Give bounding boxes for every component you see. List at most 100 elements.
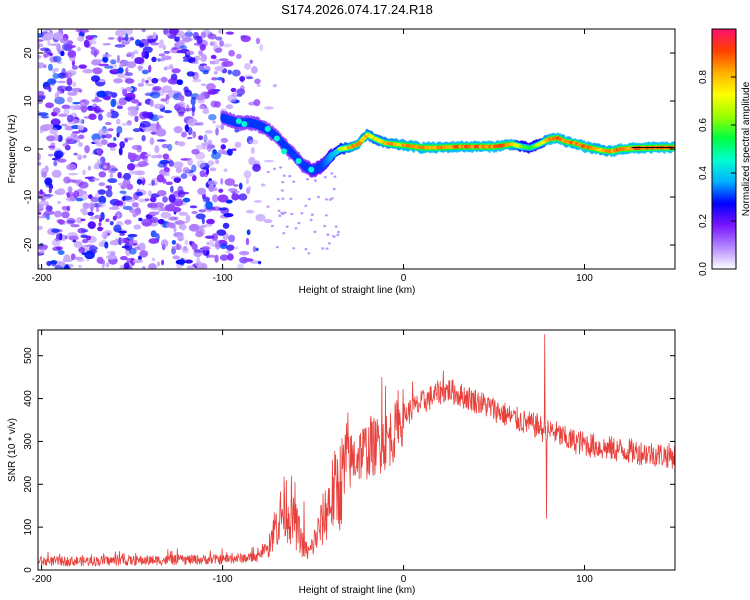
spectrogram-noise-blob xyxy=(248,185,252,190)
spectrogram-noise-blob xyxy=(157,162,166,168)
spectrogram-noise-blob xyxy=(100,139,108,145)
spectrogram-noise-blob xyxy=(61,205,68,211)
spectrogram-noise-blob xyxy=(228,234,236,243)
spectrogram-noise-blob xyxy=(191,210,198,215)
spectrogram-noise-blob xyxy=(168,29,179,35)
spectrogram-noise-blob xyxy=(255,213,266,222)
spectrogram-noise-blob xyxy=(162,178,167,184)
spectrogram-noise-blob xyxy=(182,59,190,62)
spectrogram-noise-blob xyxy=(328,198,332,201)
spectrogram-noise-blob xyxy=(128,239,134,246)
spectrogram-noise-blob xyxy=(304,204,308,207)
spectrogram-noise-blob xyxy=(109,59,117,65)
spectrogram-noise-blob xyxy=(67,186,73,193)
spectrogram-noise-blob xyxy=(201,245,211,251)
spectrogram-noise-blob xyxy=(181,247,190,254)
spectrogram-noise-blob xyxy=(215,243,221,250)
spectrogram-noise-blob xyxy=(153,202,165,209)
spectrogram-noise-blob xyxy=(313,179,317,182)
spectrogram-noise-blob xyxy=(177,40,185,47)
spectrogram-noise-blob xyxy=(151,257,156,261)
spectrogram-noise-blob xyxy=(191,174,197,182)
spectrogram-noise-blob xyxy=(43,29,52,32)
spectrogram-noise-blob xyxy=(98,217,103,223)
spectrogram-noise-blob xyxy=(191,104,196,113)
spectrogram-noise-blob xyxy=(91,98,103,103)
spectrogram-noise-blob xyxy=(165,181,173,186)
spectrogram-noise-blob xyxy=(68,172,79,176)
spectrogram-noise-blob xyxy=(149,91,161,99)
colorbar-tick-label: 0.6 xyxy=(698,118,709,132)
spectrogram-noise-blob xyxy=(199,43,206,51)
spectrogram-noise-blob xyxy=(43,64,47,69)
spectrogram-noise-blob xyxy=(141,69,149,75)
spectrogram-noise-blob xyxy=(256,83,261,87)
spectrogram-noise-blob xyxy=(126,257,136,264)
colorbar-tick-label: 0.4 xyxy=(698,166,709,180)
chart-title: S174.2026.074.17.24.R18 xyxy=(281,2,433,17)
spectrogram-noise-blob xyxy=(227,253,234,261)
spectrogram-noise-blob xyxy=(332,235,336,238)
spectrogram-noise-blob xyxy=(70,104,75,109)
spectrogram-noise-blob xyxy=(192,31,200,41)
spectrogram-noise-blob xyxy=(47,78,57,85)
spectrogram-noise-blob xyxy=(133,224,142,230)
spectrogram-noise-blob xyxy=(42,123,54,130)
spectrogram-noise-blob xyxy=(196,256,201,265)
spectrogram-noise-blob xyxy=(98,128,109,136)
spectrogram-noise-blob xyxy=(78,64,87,69)
spectrogram-noise-blob xyxy=(282,232,286,235)
spectrogram-noise-blob xyxy=(66,77,73,86)
spectrogram-noise-blob xyxy=(200,31,206,39)
spectrogram-noise-blob xyxy=(214,159,220,165)
spectrogram-noise-blob xyxy=(176,79,184,86)
spectrogram-noise-blob xyxy=(264,106,274,110)
spectrogram-noise-blob xyxy=(195,231,204,238)
spectrogram-noise-blob xyxy=(124,86,134,92)
spectrogram-noise-blob xyxy=(126,236,134,241)
spectrogram-noise-blob xyxy=(194,74,200,79)
spectrogram-noise-blob xyxy=(76,217,83,224)
spectrogram-noise-blob xyxy=(66,114,74,123)
spectrogram-noise-blob xyxy=(206,254,216,258)
spectrogram-noise-blob xyxy=(234,246,239,250)
spectrogram-noise-blob xyxy=(231,193,240,201)
spectrogram-noise-blob xyxy=(82,202,90,210)
spectrogram-noise-blob xyxy=(97,148,103,157)
spectrogram-noise-blob xyxy=(173,125,183,134)
spectrogram-noise-blob xyxy=(123,29,134,36)
spectrogram-noise-blob xyxy=(266,205,270,208)
spectrogram-noise-blob xyxy=(41,171,47,178)
spectrogram-noise-blob xyxy=(70,253,76,261)
spectrogram-noise-blob xyxy=(158,53,166,57)
spectrogram-noise-blob xyxy=(220,123,225,131)
spectrogram-noise-blob xyxy=(185,214,191,223)
spectrogram-noise-blob xyxy=(64,235,68,240)
spectrogram-noise-blob xyxy=(104,241,109,249)
spectrogram-noise-blob xyxy=(125,53,132,58)
spectrogram-noise-blob xyxy=(245,177,250,185)
snr-x-tick-label: -100 xyxy=(213,574,233,585)
spectrogram-ridge-core xyxy=(395,142,401,147)
spectrogram-noise-blob xyxy=(119,233,126,236)
spectrogram-noise-blob xyxy=(156,261,161,267)
spectrogram-noise-blob xyxy=(186,71,195,77)
spectrogram-noise-blob xyxy=(106,111,112,118)
spectrogram-noise-blob xyxy=(70,132,78,138)
spectrogram-noise-blob xyxy=(187,157,193,166)
spectrogram-noise-blob xyxy=(87,221,96,229)
spectrogram-noise-blob xyxy=(175,167,183,174)
spectrogram-noise-blob xyxy=(117,73,127,79)
spectrogram-noise-blob xyxy=(150,42,160,46)
spectrogram-noise-blob xyxy=(134,246,141,251)
spectrogram-noise-blob xyxy=(330,172,334,175)
spectrogram-noise-blob xyxy=(135,104,139,112)
spectrogram-noise-blob xyxy=(251,66,258,74)
colorbar-gradient xyxy=(712,29,736,269)
spectrogram-noise-blob xyxy=(280,211,284,215)
spectrogram-noise-blob xyxy=(213,58,220,65)
spectrogram-noise-blob xyxy=(57,49,61,55)
spectrogram-noise-blob xyxy=(101,231,109,239)
spectrogram-noise-blob xyxy=(192,131,197,139)
spectrogram-noise-blob xyxy=(190,97,196,106)
